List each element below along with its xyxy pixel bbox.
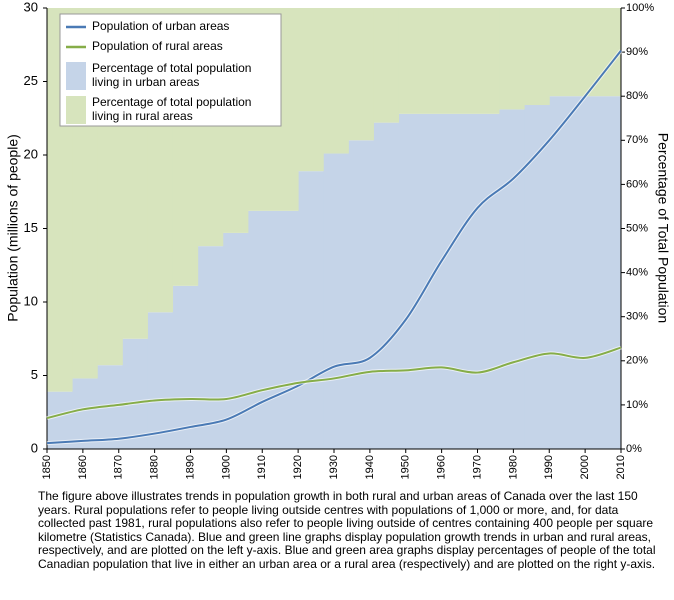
x-tick-label: 1920 [292, 455, 304, 479]
legend-label: Population of urban areas [92, 19, 229, 33]
legend-label-line: living in urban areas [92, 75, 199, 89]
x-tick-label: 2010 [615, 455, 627, 479]
x-tick-label: 1860 [77, 455, 89, 479]
area-step [172, 285, 199, 449]
legend: Population of urban areas Population of r… [59, 13, 282, 127]
x-tick-label: 1970 [471, 455, 483, 479]
y-tick-label: 20 [24, 146, 38, 161]
area-step [348, 140, 374, 450]
x-tick-label: 1850 [41, 455, 53, 479]
y2-tick-label: 70% [626, 134, 648, 146]
x-tick-label: 1930 [328, 455, 340, 479]
x-tick-label: 1960 [436, 455, 448, 479]
area-step [373, 8, 400, 123]
y2-tick-label: 10% [626, 399, 648, 411]
y2-tick-label: 30% [626, 311, 648, 323]
y-tick-label: 10 [24, 293, 38, 308]
legend-swatch [66, 62, 86, 90]
y2-tick-label: 50% [626, 222, 648, 234]
y-tick-label: 25 [24, 73, 38, 88]
area-step [298, 8, 324, 172]
legend-box [59, 13, 282, 127]
x-tick-label: 1880 [149, 455, 161, 479]
caption: The figure above illustrates trends in p… [38, 489, 656, 571]
line [46, 50, 622, 445]
area-step [197, 246, 224, 449]
area-step [398, 113, 500, 449]
y-tick-label: 5 [31, 367, 38, 382]
area-step [549, 8, 622, 97]
y2-tick-label: 80% [626, 90, 648, 102]
legend-label-line: Percentage of total population [92, 95, 251, 109]
chart: Population (millions of people) Percenta… [5, 0, 672, 479]
y2-tick-label: 90% [626, 46, 648, 58]
area-step [398, 8, 500, 114]
area-step [323, 153, 349, 449]
x-tick-label: 1910 [256, 455, 268, 479]
area-step [524, 8, 550, 106]
area-step [323, 8, 349, 154]
x-tick-label: 1870 [113, 455, 125, 479]
x-tick-label: 1950 [400, 455, 412, 479]
area-step [122, 338, 148, 449]
area-step [47, 391, 73, 449]
legend-label: Population of rural areas [92, 39, 223, 53]
area-step [348, 8, 374, 141]
legend-label-line: Percentage of total population [92, 61, 251, 75]
legend-label-line: living in rural areas [92, 109, 193, 123]
x-tick-label: 1990 [543, 455, 555, 479]
x-tick-label: 1940 [364, 455, 376, 479]
y2-tick-label: 20% [626, 355, 648, 367]
y-tick-label: 0 [31, 440, 38, 455]
x-tick-label: 2000 [579, 455, 591, 479]
x-tick-label: 1890 [184, 455, 196, 479]
y2-tick-label: 100% [626, 2, 654, 14]
area-step [72, 378, 98, 449]
line [46, 346, 622, 420]
y-tick-label: 30 [24, 0, 38, 14]
area-step [247, 210, 299, 449]
y2-tick-label: 60% [626, 178, 648, 190]
legend-label: Percentage of total population living in … [92, 61, 251, 89]
x-tick-label: 1900 [220, 455, 232, 479]
x-tick-label: 1980 [507, 455, 519, 479]
area-step [147, 312, 174, 449]
y-axis-label: Population (millions of people) [5, 134, 21, 322]
area-step [499, 109, 525, 450]
y-tick-label: 15 [24, 220, 38, 235]
y2-tick-label: 0% [626, 443, 642, 455]
y2-axis-label: Percentage of Total Population [655, 133, 671, 323]
area-step [499, 8, 525, 110]
area-step [298, 171, 324, 450]
area-step [549, 96, 622, 449]
y2-tick-label: 40% [626, 267, 648, 279]
legend-label: Percentage of total population living in … [92, 95, 251, 123]
legend-swatch [66, 96, 86, 124]
area-step [373, 122, 400, 449]
